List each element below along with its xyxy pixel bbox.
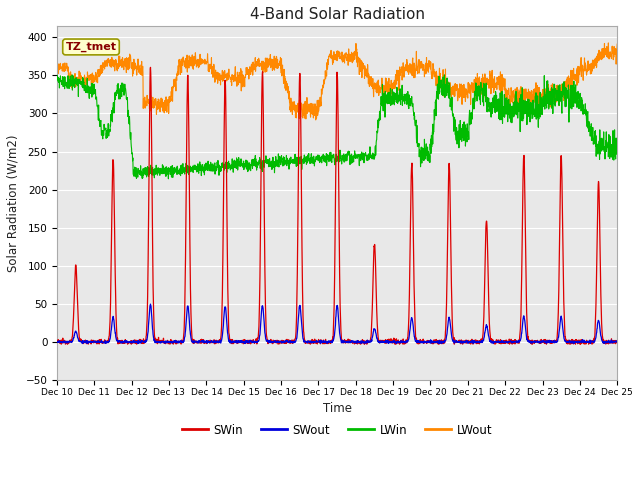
Legend: SWin, SWout, LWin, LWout: SWin, SWout, LWin, LWout xyxy=(177,419,497,441)
X-axis label: Time: Time xyxy=(323,402,351,415)
Title: 4-Band Solar Radiation: 4-Band Solar Radiation xyxy=(250,7,424,22)
Y-axis label: Solar Radiation (W/m2): Solar Radiation (W/m2) xyxy=(7,134,20,272)
Text: TZ_tmet: TZ_tmet xyxy=(65,42,116,52)
